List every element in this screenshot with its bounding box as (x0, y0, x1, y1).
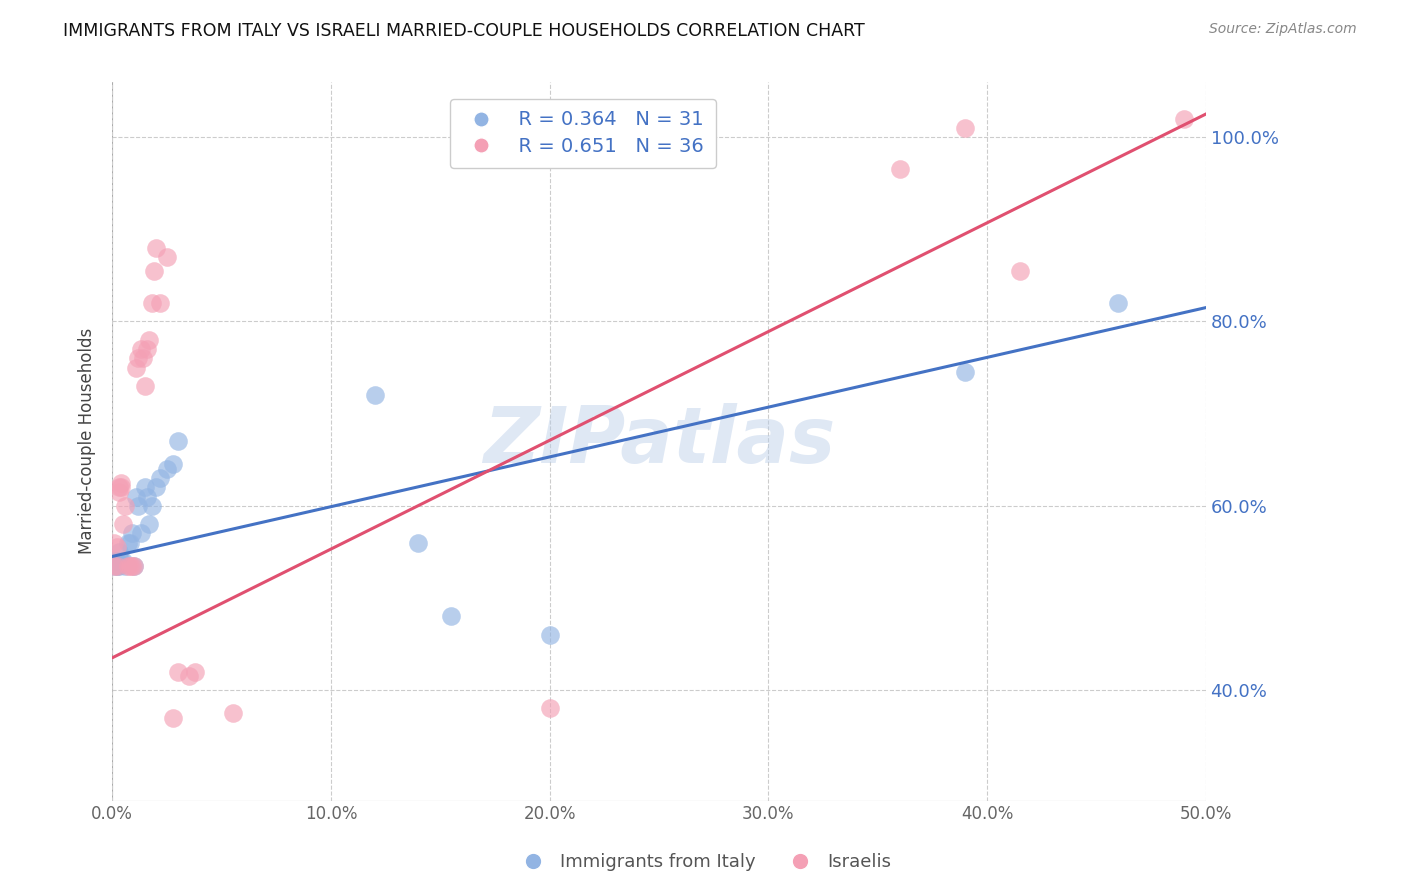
Point (112, 554, 135, 568)
Point (129, 526, 152, 541)
Point (1008, 264, 1031, 278)
Point (103, 535, 125, 549)
Point (118, 535, 141, 549)
Text: ZIPatlas: ZIPatlas (482, 403, 835, 479)
Point (105, 558, 128, 573)
Legend:   R = 0.364   N = 31,   R = 0.651   N = 36: R = 0.364 N = 31, R = 0.651 N = 36 (450, 99, 716, 168)
Point (103, 554, 125, 568)
Point (177, 669, 200, 683)
Point (107, 545, 129, 559)
Point (138, 517, 160, 532)
Point (110, 554, 132, 568)
Text: Source: ZipAtlas.com: Source: ZipAtlas.com (1209, 22, 1357, 37)
Point (166, 434, 188, 449)
Point (107, 558, 129, 573)
Point (134, 379, 156, 393)
Point (121, 526, 143, 541)
Point (166, 665, 188, 679)
Point (953, 365, 976, 379)
Point (112, 517, 135, 532)
Point (889, 162, 911, 177)
Point (1107, 296, 1129, 310)
Point (138, 333, 160, 347)
Point (117, 558, 139, 573)
Point (149, 296, 172, 310)
Point (105, 540, 128, 554)
Point (145, 241, 167, 255)
Point (122, 558, 145, 573)
Point (103, 558, 125, 573)
Point (440, 609, 463, 624)
Point (136, 490, 159, 504)
Point (221, 706, 243, 720)
Point (127, 499, 149, 513)
Point (117, 535, 139, 549)
Point (1173, 112, 1195, 126)
Point (156, 462, 179, 476)
Point (136, 342, 159, 356)
Point (121, 558, 143, 573)
Point (125, 360, 148, 375)
Point (141, 296, 163, 310)
Point (363, 388, 385, 402)
Point (142, 264, 165, 278)
Point (538, 701, 561, 715)
Y-axis label: Married-couple Households: Married-couple Households (79, 328, 96, 555)
Point (162, 458, 184, 472)
Point (118, 558, 141, 573)
Point (107, 480, 129, 494)
Point (105, 558, 128, 573)
Point (184, 665, 207, 679)
Point (110, 480, 132, 494)
Point (127, 351, 149, 366)
Point (145, 480, 167, 494)
Point (156, 250, 179, 264)
Legend: Immigrants from Italy, Israelis: Immigrants from Italy, Israelis (508, 847, 898, 879)
Point (538, 628, 561, 642)
Point (122, 558, 145, 573)
Point (162, 711, 184, 725)
Point (114, 558, 136, 573)
Point (408, 535, 430, 549)
Point (134, 480, 156, 494)
Point (125, 490, 148, 504)
Point (149, 471, 172, 485)
Point (141, 499, 163, 513)
Text: IMMIGRANTS FROM ITALY VS ISRAELI MARRIED-COUPLE HOUSEHOLDS CORRELATION CHART: IMMIGRANTS FROM ITALY VS ISRAELI MARRIED… (63, 22, 865, 40)
Point (129, 342, 152, 356)
Point (953, 120, 976, 135)
Point (107, 485, 129, 500)
Point (132, 351, 155, 366)
Point (103, 558, 125, 573)
Point (105, 554, 128, 568)
Point (114, 499, 136, 513)
Point (110, 475, 132, 490)
